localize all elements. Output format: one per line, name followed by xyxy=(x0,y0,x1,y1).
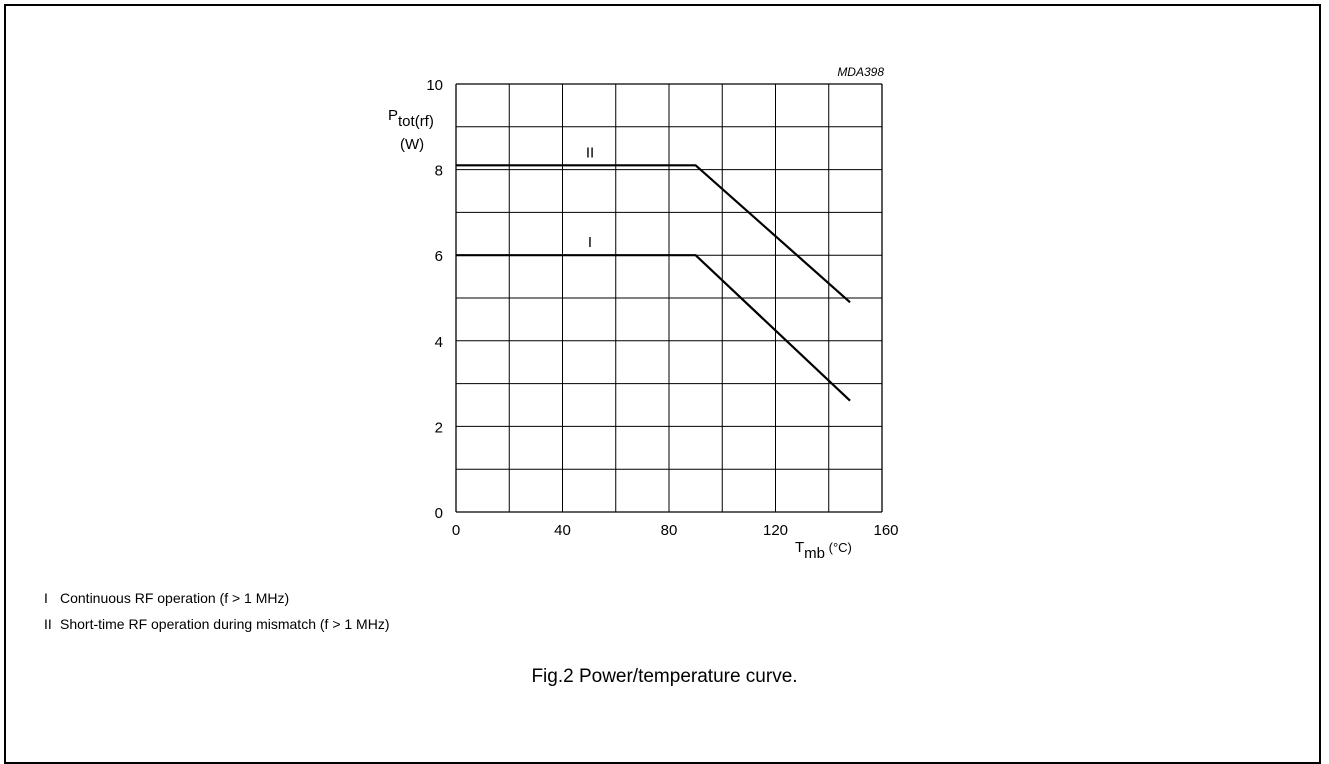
figure-code: MDA398 xyxy=(837,65,884,79)
x-tick-label: 120 xyxy=(763,522,788,539)
figure-caption: Fig.2 Power/temperature curve. xyxy=(531,666,798,687)
y-tick-label: 6 xyxy=(435,248,443,265)
x-tick-label: 80 xyxy=(661,522,678,539)
x-tick-label: 160 xyxy=(873,522,898,539)
y-tick-label: 4 xyxy=(435,334,443,351)
legend-item: II Short-time RF operation during mismatc… xyxy=(44,616,390,632)
y-tick-label: 0 xyxy=(435,505,443,522)
legend-item: I Continuous RF operation (f > 1 MHz) xyxy=(44,590,289,606)
series-line-II xyxy=(456,164,851,304)
legend-key: I xyxy=(44,590,48,606)
x-tick-label: 40 xyxy=(554,522,571,539)
y-tick-label: 8 xyxy=(435,163,443,180)
series-label-I: I xyxy=(588,234,592,251)
series-label-II: II xyxy=(586,144,594,161)
legend-text: Short-time RF operation during mismatch … xyxy=(60,616,390,632)
legend-key: II xyxy=(44,616,52,632)
legend-text: Continuous RF operation (f > 1 MHz) xyxy=(60,590,290,606)
x-axis-label: Tmb (°C) xyxy=(795,539,852,562)
y-tick-label: 2 xyxy=(435,419,443,436)
y-tick-label: 10 xyxy=(426,77,443,94)
y-axis-label: Ptot(rf) xyxy=(388,107,434,130)
x-tick-label: 0 xyxy=(452,522,460,539)
y-axis-unit: (W) xyxy=(400,136,424,153)
series-line-I xyxy=(456,254,851,402)
chart-grid xyxy=(455,83,883,513)
